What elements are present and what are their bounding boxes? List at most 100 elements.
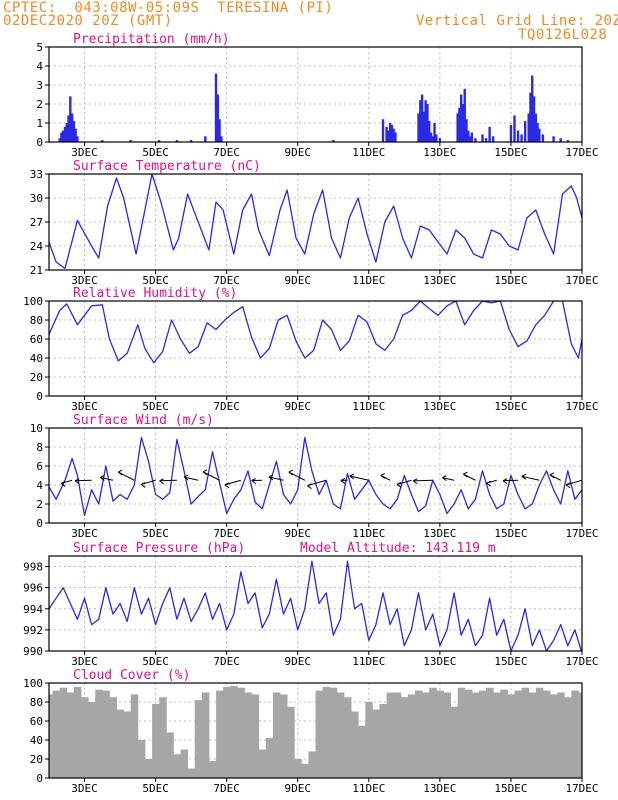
cloud-bar (308, 751, 316, 778)
y-tick-label: 10 (30, 422, 43, 435)
x-tick-label: 15DEC (494, 146, 527, 159)
x-tick-label: 7DEC (213, 655, 240, 668)
precip-bar (69, 96, 72, 142)
precip-bar (516, 130, 520, 142)
precip-bar (470, 132, 474, 142)
cloud-bar (500, 689, 508, 778)
precip-bar (458, 107, 461, 142)
wind-arrow-head (463, 473, 468, 478)
wind-arrow-head (251, 478, 256, 482)
precip-bar (424, 100, 427, 142)
precip-bar (491, 136, 495, 142)
panel-title: Precipitation (mm/h) (73, 32, 230, 47)
panel-title: Cloud Cover (%) (73, 668, 190, 683)
cloud-bar (123, 711, 132, 778)
wind-arrow-head (396, 484, 402, 488)
cloud-bar (578, 692, 582, 778)
panel-frame (48, 427, 583, 524)
cloud-bar (237, 687, 245, 778)
wind-arrow-head (521, 473, 527, 477)
precip-bar (532, 96, 536, 142)
cloud-bar (137, 740, 146, 778)
precip-bar (488, 126, 491, 142)
cloud-bar (365, 702, 373, 778)
panel-title: Surface Temperature (nC) (73, 159, 261, 174)
wind-arrow-head (117, 471, 123, 476)
y-tick-label: 20 (30, 753, 43, 766)
cloud-bar (152, 703, 160, 778)
x-tick-label: 5DEC (142, 527, 169, 540)
precip-bar (481, 134, 484, 142)
wind-arrow-head (60, 480, 66, 484)
wind-arrow (268, 476, 284, 481)
wind-arrow (100, 476, 114, 481)
x-tick-label: 15DEC (494, 655, 527, 668)
x-tick-label: 9DEC (284, 274, 311, 287)
y-tick-label: 100 (23, 677, 43, 690)
precip-bar (463, 88, 466, 142)
cloud-bar (102, 690, 110, 778)
wind-arrow-head (442, 477, 447, 482)
x-tick-label: 13DEC (423, 274, 456, 287)
cloud-bar (173, 754, 181, 778)
y-tick-label: 20 (30, 371, 43, 384)
precip-bar (70, 113, 74, 142)
x-tick-label: 3DEC (71, 274, 98, 287)
cloud-bar (73, 686, 82, 778)
wind-arrow-head (521, 475, 527, 480)
x-tick-label: 3DEC (71, 146, 98, 159)
wind-arrow-head (549, 474, 555, 479)
precip-bar (527, 113, 530, 142)
cloud-bar (251, 694, 260, 778)
wind-arrow (75, 479, 92, 482)
y-tick-label: 4 (36, 60, 43, 73)
wind-arrow-head (288, 469, 294, 473)
wind-arrow-head (74, 478, 80, 482)
cloud-bar (542, 690, 551, 778)
x-tick-label: 11DEC (352, 655, 385, 668)
cloud-bar (187, 768, 196, 778)
cloud-bar (535, 687, 544, 778)
wind-arrow-head (349, 473, 354, 477)
cloud-bar (280, 694, 288, 778)
precip-bar (484, 138, 488, 142)
precip-bar (388, 123, 392, 142)
cloud-bar (116, 709, 125, 778)
precip-bar (214, 73, 218, 142)
wind-arrow-head (159, 480, 164, 485)
wind-arrow-head (268, 476, 274, 481)
y-tick-label: 21 (30, 264, 43, 277)
series-group (49, 560, 582, 651)
x-tick-label: 17DEC (565, 782, 598, 795)
cloud-bar (159, 697, 167, 778)
wind-arrow-head (340, 478, 346, 481)
cloud-bar (486, 687, 494, 778)
precip-bar (58, 138, 61, 142)
precip-bar (63, 126, 67, 142)
x-tick-label: 11DEC (352, 146, 385, 159)
cloud-bar (521, 687, 530, 778)
y-tick-label: 100 (23, 295, 43, 308)
precip-bar (157, 140, 161, 142)
precip-bar (65, 123, 68, 142)
x-tick-label: 3DEC (71, 527, 98, 540)
cloud-bar (194, 700, 203, 778)
cloud-bar (109, 697, 117, 778)
precip-bar (419, 100, 422, 142)
wind-arrow-head (486, 482, 491, 487)
precip-bar (62, 130, 65, 142)
wind-arrow (521, 475, 540, 481)
cloud-bar (130, 694, 139, 778)
panel-4: 0 2 4 6 8 10 3DEC 5DEC 7DEC 9DEC 11DEC 13DEC 15DEC 17… (30, 413, 599, 540)
wind-arrow-head (307, 483, 312, 487)
cloud-bar (216, 690, 224, 778)
x-tick-label: 9DEC (284, 400, 311, 413)
cloud-bar (493, 692, 501, 778)
wind-arrow-head (183, 474, 189, 478)
x-tick-label: 7DEC (213, 527, 240, 540)
series-line (49, 174, 582, 270)
cloud-bar (429, 687, 437, 778)
cloud-bar (49, 694, 54, 778)
y-tick-label: 4 (36, 479, 43, 492)
cloud-bar (343, 697, 352, 778)
